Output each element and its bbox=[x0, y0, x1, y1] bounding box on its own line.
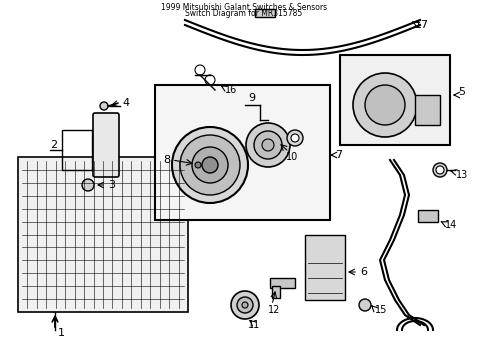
Bar bbox=[271, 286, 280, 298]
Bar bbox=[339, 55, 449, 145]
Text: 8: 8 bbox=[163, 155, 170, 165]
Bar bbox=[18, 157, 187, 312]
Circle shape bbox=[242, 302, 247, 308]
Circle shape bbox=[195, 162, 201, 168]
Bar bbox=[414, 95, 439, 125]
Circle shape bbox=[172, 127, 247, 203]
Text: 3: 3 bbox=[108, 180, 115, 190]
Text: Switch Diagram for MR315785: Switch Diagram for MR315785 bbox=[185, 9, 302, 18]
Circle shape bbox=[192, 147, 227, 183]
Bar bbox=[417, 210, 437, 222]
Circle shape bbox=[253, 131, 282, 159]
Text: 13: 13 bbox=[455, 170, 468, 180]
Circle shape bbox=[358, 299, 370, 311]
Text: 11: 11 bbox=[247, 320, 260, 330]
Circle shape bbox=[180, 135, 240, 195]
Circle shape bbox=[432, 163, 446, 177]
Circle shape bbox=[286, 130, 303, 146]
Circle shape bbox=[290, 134, 298, 142]
Bar bbox=[254, 9, 274, 17]
Circle shape bbox=[202, 157, 218, 173]
Text: 5: 5 bbox=[457, 87, 464, 97]
Circle shape bbox=[262, 139, 273, 151]
Circle shape bbox=[352, 73, 416, 137]
Circle shape bbox=[364, 85, 404, 125]
Text: 4: 4 bbox=[122, 98, 129, 108]
Bar bbox=[155, 85, 329, 220]
Text: 14: 14 bbox=[444, 220, 456, 230]
Bar bbox=[305, 235, 345, 300]
Text: 17: 17 bbox=[414, 20, 428, 30]
Text: 15: 15 bbox=[374, 305, 386, 315]
Circle shape bbox=[245, 123, 289, 167]
Text: 12: 12 bbox=[267, 305, 280, 315]
FancyBboxPatch shape bbox=[93, 113, 119, 177]
Text: 9: 9 bbox=[247, 93, 255, 103]
Text: 16: 16 bbox=[224, 85, 237, 95]
Text: 2: 2 bbox=[50, 140, 57, 150]
Text: 1999 Mitsubishi Galant Switches & Sensors: 1999 Mitsubishi Galant Switches & Sensor… bbox=[161, 3, 326, 12]
Circle shape bbox=[230, 291, 259, 319]
Text: 6: 6 bbox=[359, 267, 366, 277]
Circle shape bbox=[100, 102, 108, 110]
Text: 10: 10 bbox=[285, 152, 298, 162]
Circle shape bbox=[82, 179, 94, 191]
Text: 1: 1 bbox=[58, 328, 65, 338]
Bar bbox=[269, 278, 294, 288]
Circle shape bbox=[237, 297, 252, 313]
Bar bbox=[62, 130, 92, 170]
Circle shape bbox=[435, 166, 443, 174]
Text: 7: 7 bbox=[334, 150, 342, 160]
